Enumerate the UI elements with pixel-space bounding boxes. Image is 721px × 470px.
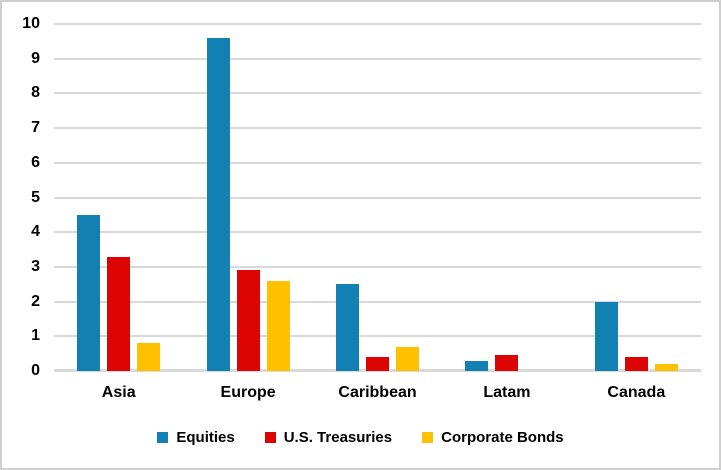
bar-europe-corporate-bonds [266,280,290,371]
gridline-8 [54,92,701,95]
bar-group-latam [442,24,571,371]
bar-group-canada [572,24,701,371]
bar-canada-u-s-treasuries [624,357,648,371]
y-axis-label-0: 0 [31,362,40,379]
y-axis-label-1: 1 [31,327,40,345]
gridline-10 [54,23,701,25]
legend-item-corporate-bonds: Corporate Bonds [422,429,564,446]
y-axis-label-5: 5 [31,188,40,206]
x-axis-label-latam: Latam [483,384,531,401]
bars-container [54,24,701,371]
gridline-2 [54,300,701,303]
legend-label-equities: Equities [176,429,235,446]
x-axis-label-asia: Asia [101,384,136,401]
bar-caribbean-u-s-treasuries [366,357,390,371]
bar-group-asia [54,24,183,371]
x-axis: Asia Europe Caribbean Latam Canada [54,384,701,402]
bar-europe-u-s-treasuries [236,270,260,371]
x-axis-label-caribbean: Caribbean [338,384,417,401]
gridline-5 [54,196,701,199]
bar-caribbean-corporate-bonds [396,346,420,371]
legend-item-equities: Equities [157,429,235,446]
x-axis-label-europe: Europe [220,384,276,401]
legend-item-u-s-treasuries: U.S. Treasuries [264,429,393,446]
y-axis-label-3: 3 [31,257,40,275]
y-axis-label-2: 2 [31,292,40,310]
plot-area [54,23,701,372]
gridline-1 [54,335,701,338]
gridline-4 [54,231,701,234]
x-axis-label-canada: Canada [607,384,666,401]
bar-canada-corporate-bonds [654,364,678,371]
gridline-9 [54,57,701,60]
bar-group-caribbean [313,24,442,371]
y-axis-label-7: 7 [31,119,40,137]
y-axis-label-8: 8 [31,84,40,102]
y-axis-label-9: 9 [31,49,40,67]
bar-caribbean-equities [336,284,360,371]
bar-europe-equities [206,37,230,371]
legend-label-corporate-bonds: Corporate Bonds [441,429,564,446]
legend-swatch-equities [157,432,169,443]
gridline-3 [54,265,701,268]
y-axis-label-6: 6 [31,153,40,171]
bar-asia-corporate-bonds [137,343,161,371]
bar-latam-u-s-treasuries [495,355,519,371]
gridline-7 [54,127,701,130]
legend-label-u-s-treasuries: U.S. Treasuries [283,429,393,446]
y-axis: 0 1 2 3 4 5 6 7 8 9 10 [2,15,40,379]
y-axis-label-10: 10 [22,15,40,32]
bar-group-europe [183,24,312,371]
bar-asia-equities [77,214,101,371]
y-axis-label-4: 4 [31,223,40,241]
legend-swatch-u-s-treasuries [264,432,276,443]
legend: Equities U.S. Treasuries Corporate Bonds [2,429,719,446]
bar-asia-u-s-treasuries [107,256,131,371]
legend-swatch-corporate-bonds [422,432,434,443]
gridline-6 [54,161,701,164]
bar-latam-equities [465,360,489,371]
bar-canada-equities [594,301,618,371]
